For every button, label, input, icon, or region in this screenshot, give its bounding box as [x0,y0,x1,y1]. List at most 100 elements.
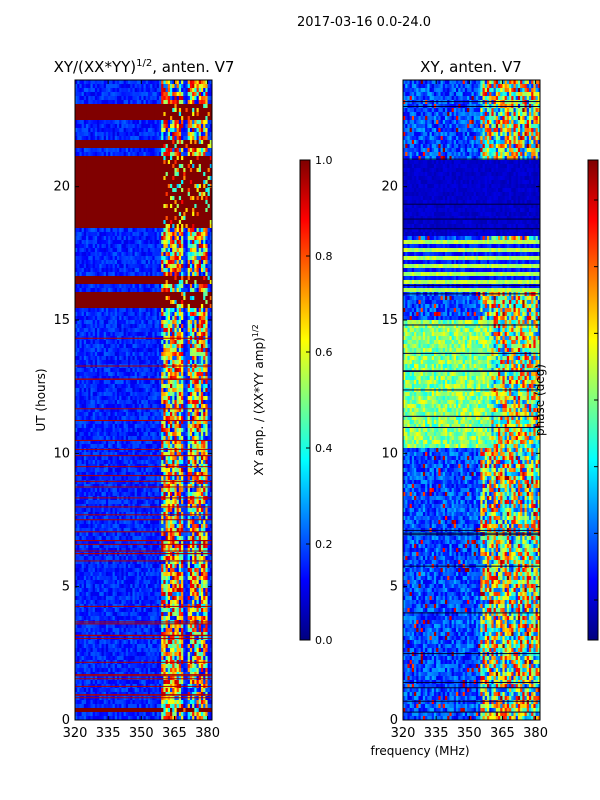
left-heatmap-cell [132,128,136,133]
left-heatmap-cell [114,276,118,281]
left-heatmap-cell [189,248,193,253]
left-heatmap-cell [90,308,94,313]
left-heatmap-cell [134,392,138,397]
left-heatmap-cell [130,216,133,221]
left-heatmap-cell [165,388,169,393]
left-heatmap-cell [121,312,125,317]
left-heatmap-cell [187,84,191,89]
left-heatmap-cell [136,340,140,345]
left-heatmap-cell [170,88,173,93]
left-heatmap-cell [101,248,105,253]
left-heatmap-cell [103,308,107,313]
left-heatmap-cell [108,232,111,237]
left-heatmap-cell [178,168,182,173]
left-heatmap-cell [187,380,191,385]
left-heatmap-cell [207,264,211,269]
left-heatmap-cell [181,332,184,337]
left-heatmap-cell [192,224,195,229]
left-heatmap-cell [103,256,107,261]
left-heatmap-cell [110,156,113,161]
left-heatmap-cell [77,188,80,193]
left-heatmap-cell [90,344,94,349]
left-heatmap-cell [75,368,78,373]
left-heatmap-cell [119,328,122,333]
left-heatmap-cell [185,268,189,273]
left-heatmap-cell [150,180,153,185]
left-heatmap-cell [94,188,98,193]
left-heatmap-cell [101,392,105,397]
left-heatmap-cell [101,164,105,169]
left-heatmap-cell [189,276,193,281]
left-heatmap-cell [94,308,98,313]
left-heatmap-cell [116,188,120,193]
left-heatmap-cell [181,164,184,169]
left-heatmap-cell [116,288,120,293]
left-heatmap-cell [178,264,182,269]
left-heatmap-cell [90,304,94,309]
left-heatmap-cell [121,396,125,401]
left-heatmap-cell [123,352,127,357]
left-heatmap-cell [119,232,122,237]
left-heatmap-cell [189,112,193,117]
left-heatmap-cell [77,260,80,265]
left-heatmap-cell [185,188,189,193]
left-heatmap-cell [94,200,98,205]
left-heatmap-cell [94,300,98,305]
left-heatmap-cell [172,132,175,137]
left-heatmap-cell [152,276,155,281]
left-heatmap-cell [125,372,129,377]
left-heatmap-cell [108,380,111,385]
left-heatmap-cell [187,220,191,225]
left-heatmap-cell [112,104,116,109]
left-heatmap-cell [125,216,129,221]
left-heatmap-cell [165,152,169,157]
left-heatmap-cell [143,188,147,193]
left-heatmap-cell [81,124,85,129]
left-heatmap-cell [79,236,83,241]
left-heatmap-cell [205,88,208,93]
left-heatmap-cell [170,180,173,185]
left-heatmap-cell [128,400,131,405]
left-heatmap-cell [119,260,122,265]
left-heatmap-cell [170,160,173,165]
left-heatmap-cell [97,192,100,197]
left-heatmap-cell [172,136,175,141]
left-heatmap-cell [178,372,182,377]
left-heatmap-cell [196,244,200,249]
left-heatmap-cell [101,280,105,285]
left-heatmap-cell [116,120,120,125]
left-heatmap-cell [75,144,78,149]
left-heatmap-cell [170,396,173,401]
left-heatmap-cell [154,148,158,153]
left-heatmap-cell [116,104,120,109]
left-heatmap-cell [136,196,140,201]
left-heatmap-cell [119,84,122,89]
left-heatmap-cell [90,352,94,357]
left-heatmap-cell [81,164,85,169]
left-heatmap-cell [203,208,206,213]
left-heatmap-cell [77,192,80,197]
left-heatmap-cell [125,240,129,245]
left-heatmap-cell [185,264,189,269]
left-heatmap-cell [90,392,94,397]
left-heatmap-cell [92,84,96,89]
left-heatmap-cell [132,140,136,145]
left-heatmap-cell [209,176,212,181]
left-heatmap-cell [147,100,151,105]
left-heatmap-cell [88,244,91,249]
left-heatmap-cell [172,256,175,261]
left-heatmap-cell [192,264,195,269]
left-heatmap-cell [158,176,162,181]
left-heatmap-cell [181,276,184,281]
left-heatmap-cell [170,112,173,117]
left-heatmap-cell [167,148,171,153]
left-heatmap-cell [192,192,195,197]
left-heatmap-cell [192,188,195,193]
left-heatmap-cell [132,232,136,237]
left-heatmap-cell [134,148,138,153]
left-heatmap-cell [77,240,80,245]
left-heatmap-cell [116,296,120,301]
left-heatmap-cell [198,200,202,205]
left-heatmap-cell [86,164,89,169]
left-heatmap-cell [108,248,111,253]
